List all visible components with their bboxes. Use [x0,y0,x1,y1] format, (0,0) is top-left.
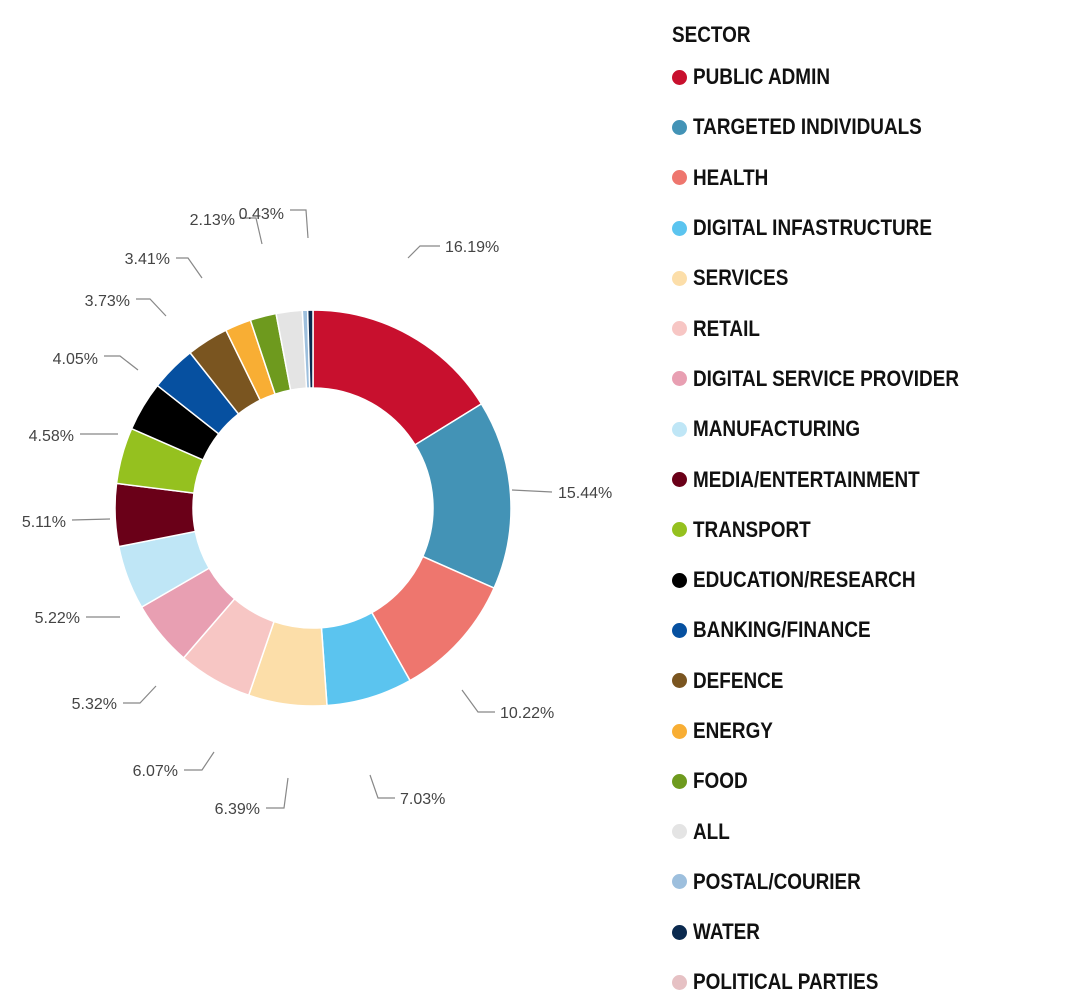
legend-label: POSTAL/COURIER [693,868,861,894]
legend-swatch-icon [672,773,687,789]
legend-label: ENERGY [693,718,773,743]
legend-label: BANKING/FINANCE [693,617,871,643]
legend-item: MEDIA/ENTERTAINMENT [672,454,1072,504]
legend: SECTOR PUBLIC ADMIN TARGETED INDIVIDUALS H… [672,18,1072,992]
data-label: 4.58% [29,428,74,445]
legend-item: FOOD [672,756,1072,806]
leader-line [461,689,495,713]
data-label: 5.11% [22,514,66,531]
legend-item: RETAIL [672,303,1072,353]
legend-swatch-icon [672,371,687,387]
legend-swatch-icon [672,321,687,337]
legend-label: MEDIA/ENTERTAINMENT [693,466,920,492]
legend-label: RETAIL [693,315,760,341]
legend-label: EDUCATION/RESEARCH [693,567,916,593]
leader-line [71,518,111,521]
legend-item: HEALTH [672,153,1072,203]
legend-swatch-icon [672,421,687,437]
leader-line [176,257,203,279]
legend-swatch-icon [672,270,687,286]
leader-line [290,209,309,239]
data-label: 6.39% [215,801,260,818]
legend-item: DIGITAL SERVICE PROVIDER [672,354,1072,404]
legend-swatch-icon [672,572,687,588]
legend-swatch-icon [672,220,687,236]
legend-item: PUBLIC ADMIN [672,52,1072,102]
data-label: 3.73% [85,293,130,310]
legend-swatch-icon [672,673,687,689]
data-label: 2.13% [190,212,235,229]
legend-swatch-icon [672,472,687,488]
data-label: 4.05% [53,351,98,368]
legend-swatch-icon [672,622,687,638]
slice-water [306,309,314,389]
legend-item: DEFENCE [672,656,1072,706]
data-label: 3.41% [125,251,170,268]
legend-label: POLITICAL PARTIES [693,969,879,992]
legend-swatch-icon [672,924,687,940]
leader-line [266,777,289,809]
legend-label: HEALTH [693,164,769,190]
leader-line [369,774,395,799]
legend-swatch-icon [672,974,687,990]
legend-label: ALL [693,818,730,844]
legend-label: TARGETED INDIVIDUALS [693,114,922,140]
legend-label: PUBLIC ADMIN [693,64,830,90]
legend-label: DIGITAL SERVICE PROVIDER [693,365,959,391]
legend-item: BANKING/FINANCE [672,605,1072,655]
leader-line [104,355,139,371]
legend-swatch-icon [672,824,687,840]
leader-line [407,245,440,259]
data-label: 0.43% [239,206,284,223]
leader-line [511,489,553,493]
leader-line [136,298,167,317]
data-label: 16.19% [445,239,499,256]
leader-line [184,751,215,771]
legend-item: ALL [672,806,1072,856]
legend-label: SERVICES [693,265,789,291]
legend-item: SERVICES [672,253,1072,303]
data-label: 10.22% [500,705,554,722]
data-label: 15.44% [558,485,612,502]
legend-item: MANUFACTURING [672,404,1072,454]
legend-label: TRANSPORT [693,516,811,542]
legend-swatch-icon [672,723,687,739]
legend-swatch-icon [672,874,687,890]
legend-item: DIGITAL INFASTRUCTURE [672,203,1072,253]
legend-title: SECTOR [672,22,751,47]
legend-swatch-icon [672,119,687,135]
data-label: 5.22% [35,610,80,627]
legend-item: EDUCATION/RESEARCH [672,555,1072,605]
legend-item: WATER [672,907,1072,957]
legend-swatch-icon [672,170,687,186]
legend-item: ENERGY [672,706,1072,756]
legend-item: POLITICAL PARTIES [672,957,1072,992]
leader-line [123,685,157,704]
legend-item: TRANSPORT [672,505,1072,555]
data-label: 7.03% [400,791,445,808]
legend-label: MANUFACTURING [693,416,861,442]
data-label: 6.07% [133,763,178,780]
legend-label: FOOD [693,768,748,794]
legend-label: DIGITAL INFASTRUCTURE [693,215,932,241]
legend-item: POSTAL/COURIER [672,857,1072,907]
data-label: 5.32% [72,696,117,713]
legend-swatch-icon [672,69,687,85]
legend-item: TARGETED INDIVIDUALS [672,102,1072,152]
legend-swatch-icon [672,522,687,538]
leader-line [240,217,263,245]
legend-label: WATER [693,919,760,945]
legend-label: DEFENCE [693,667,784,693]
